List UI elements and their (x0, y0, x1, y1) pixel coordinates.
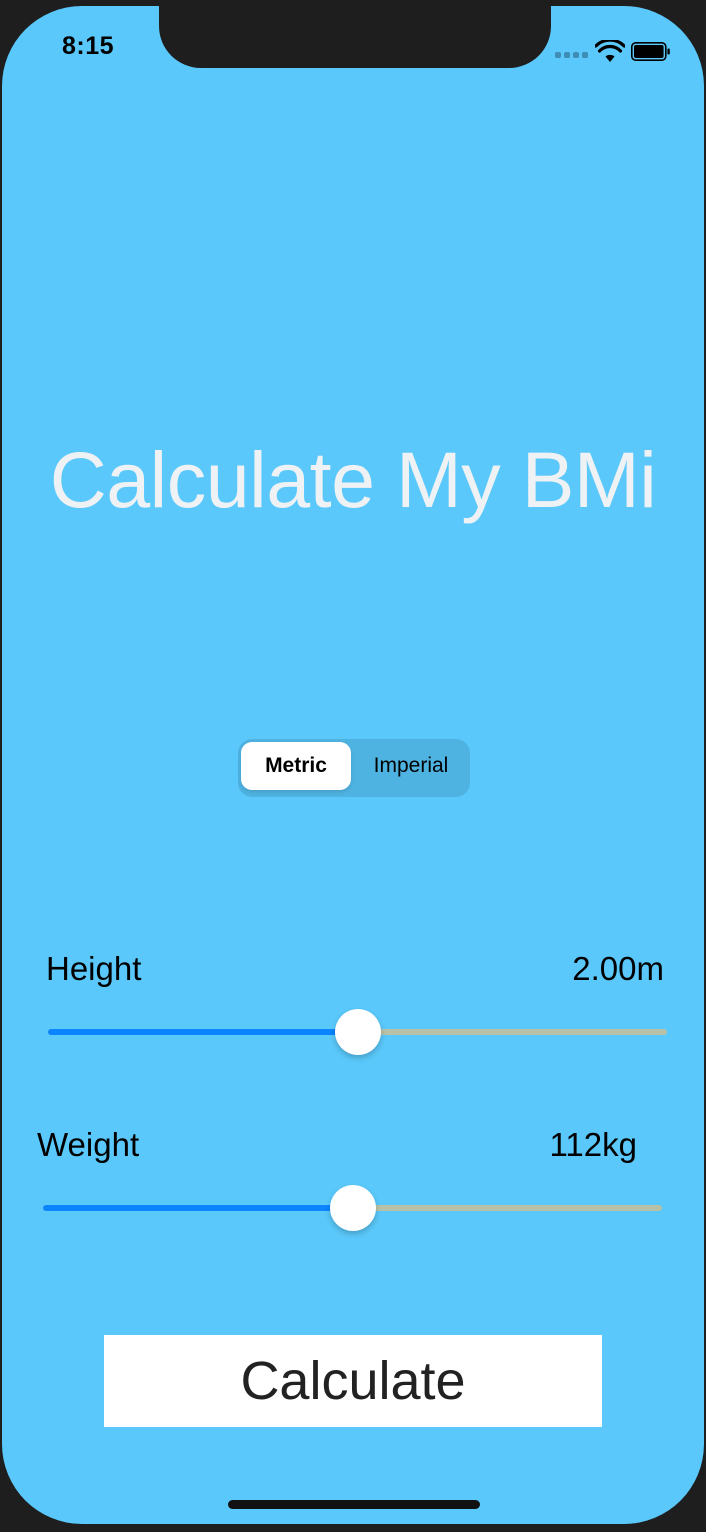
weight-label: Weight (37, 1126, 140, 1163)
status-time: 8:15 (62, 32, 115, 60)
weight-value: 112kg (549, 1126, 637, 1163)
weight-slider-thumb[interactable] (329, 1185, 376, 1231)
height-label: Height (46, 950, 142, 987)
battery-icon (631, 42, 670, 61)
calculate-button[interactable]: Calculate (104, 1335, 602, 1427)
cellular-signal-icon (555, 52, 589, 60)
app-screen: 8:15 Calculate My BMi Metric Imperial He… (2, 6, 704, 1524)
height-slider-thumb[interactable] (334, 1009, 381, 1055)
wifi-icon (595, 40, 625, 62)
device-notch (159, 6, 551, 68)
segment-imperial[interactable]: Imperial (373, 754, 449, 777)
height-slider[interactable] (48, 1008, 667, 1056)
height-slider-fill (48, 1029, 358, 1035)
weight-slider[interactable] (43, 1184, 662, 1232)
page-title: Calculate My BMi (49, 435, 657, 524)
segment-metric[interactable]: Metric (241, 742, 351, 790)
unit-segmented-control[interactable]: Metric Imperial (238, 739, 470, 797)
weight-slider-fill (43, 1205, 353, 1211)
home-indicator (228, 1500, 480, 1509)
height-value: 2.00m (572, 950, 664, 987)
